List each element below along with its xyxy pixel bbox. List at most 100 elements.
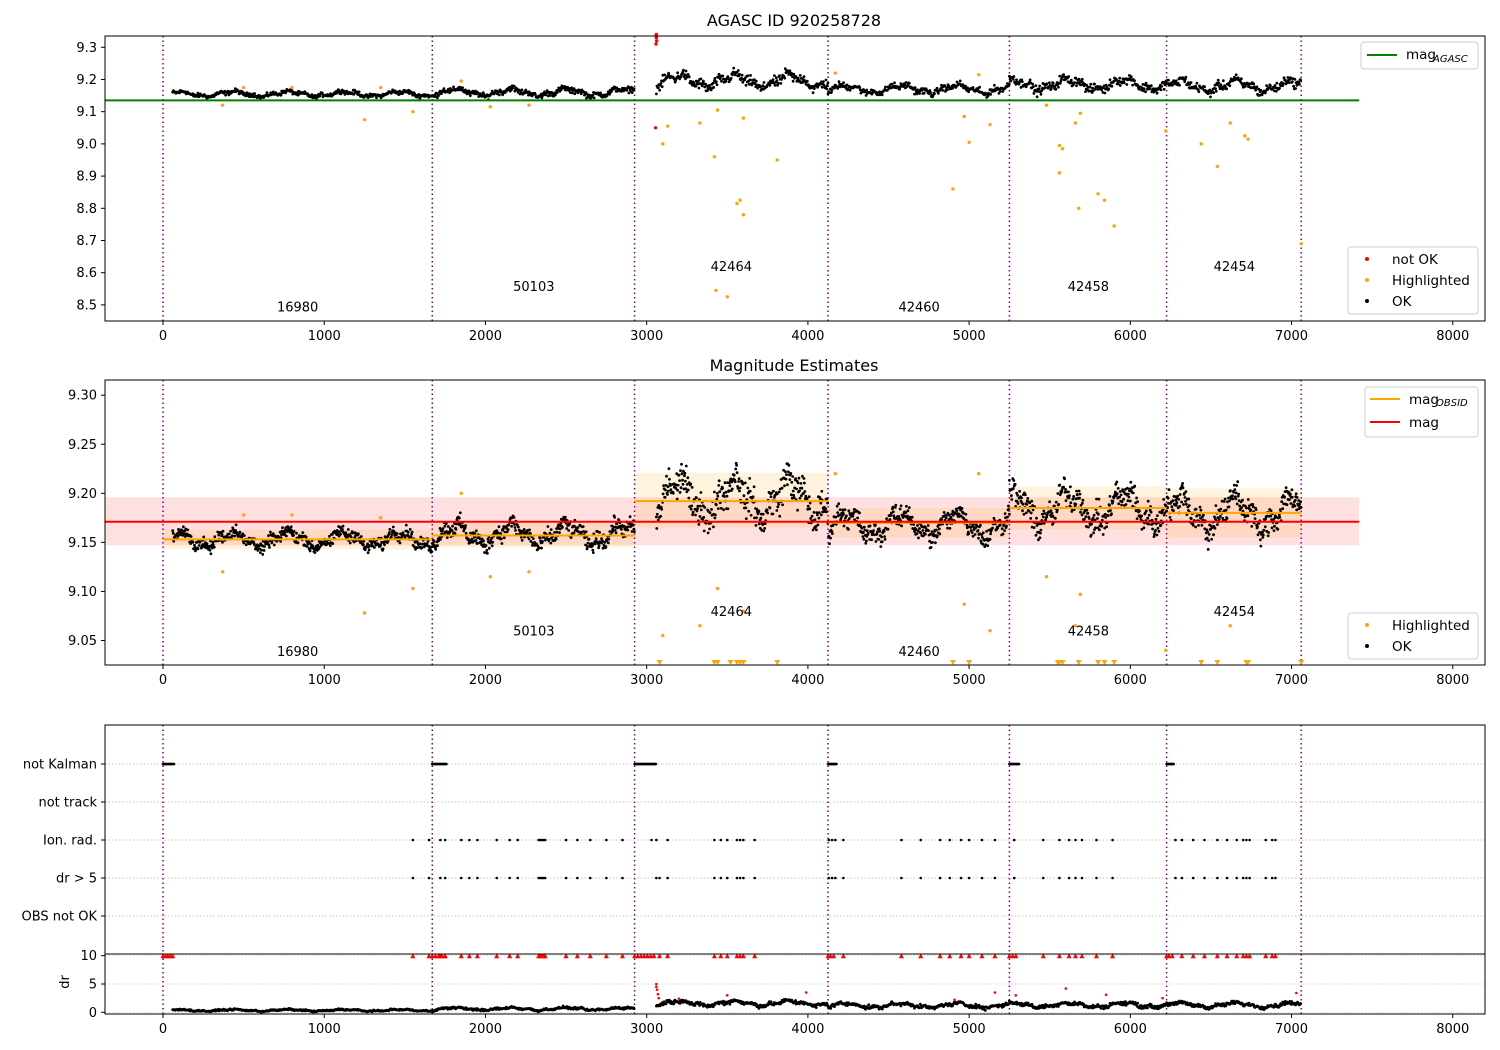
ok-point [1120,500,1124,503]
clipped-marker [740,660,747,665]
ok-point [716,494,720,498]
ok-point [845,514,848,518]
ok-point [279,536,283,540]
ok-point [830,89,834,92]
ok-point [1284,486,1288,489]
ok-point [872,533,876,536]
ok-point [1094,526,1097,530]
ok-point [1154,529,1157,532]
ok-point [679,75,683,79]
ok-point [762,81,766,84]
ok-point [240,535,244,539]
ok-point [779,478,783,481]
ok-point [1225,87,1228,91]
highlighted-point [833,471,838,476]
ok-point [937,527,941,531]
ok-point [695,509,699,513]
ok-point [172,539,176,543]
ok-point [986,94,990,98]
ok-point [988,538,992,541]
ok-point [1254,508,1258,511]
ok-point [667,467,671,471]
dr5-point [1180,876,1184,880]
ok-point [945,514,948,517]
ok-point [475,542,479,545]
ok-point [780,486,784,490]
ok-point [680,462,683,466]
ok-point [538,536,542,540]
ok-point [1231,494,1234,498]
ok-point [418,542,422,546]
ok-point [753,516,756,520]
ok-point [304,535,308,539]
ok-point [628,515,632,519]
ok-point [406,530,410,534]
ok-point [1259,538,1262,542]
ok-point [897,515,901,518]
ok-point [789,472,793,475]
ok-point [529,532,532,536]
ok-point [816,523,820,527]
ok-point [202,535,206,539]
dr5-point [1235,876,1239,880]
ok-point [561,526,564,529]
ok-point [815,511,819,515]
ok-point [490,536,494,540]
ok-point [196,547,200,551]
ok-point [482,93,486,96]
ok-point [662,484,665,487]
dr5-point [1174,876,1177,880]
ok-point [702,515,706,519]
ok-point [705,84,709,88]
ok-point [397,536,400,539]
ok-point [1212,91,1216,94]
highlighted-point [1199,142,1203,146]
ok-point [430,550,434,553]
ok-point [506,528,510,531]
ok-point [1118,490,1122,493]
ok-point [697,86,701,90]
ok-point [234,523,238,527]
ok-point [1144,81,1148,85]
ok-point [945,86,949,89]
ok-point [904,511,908,514]
ok-point [458,523,462,527]
obsid-label: 50103 [513,625,554,640]
ok-point [799,482,803,485]
ok-point [863,528,867,532]
ok-point [923,532,927,536]
legend-label-ok: OK [1392,294,1413,310]
ok-point [678,479,681,482]
middle-panel: Magnitude Estimates 16980501034246442460… [68,356,1486,688]
y-tick-label: 9.10 [68,585,97,600]
ok-point [1031,508,1035,512]
ok-point [825,510,828,514]
ok-point [283,531,287,535]
ok-point [458,511,462,515]
ok-point [584,530,588,534]
ok-point [1024,511,1028,515]
ok-point [1034,533,1038,537]
ok-point [596,542,600,545]
ok-point [1298,502,1301,506]
ok-point [1074,76,1078,80]
ok-point [446,525,450,528]
ok-point [1113,490,1117,494]
ok-point [689,507,693,511]
dr5-point [959,876,963,880]
ok-point [390,533,394,536]
ok-point [899,504,903,508]
ok-point [1007,82,1011,86]
ok-point [736,69,740,72]
ok-point [1213,515,1216,519]
ok-point [746,74,750,78]
ok-point [599,91,602,95]
ok-point [1062,73,1065,76]
dr5-point [1058,876,1061,880]
ok-point [1020,496,1023,500]
highlighted-point [411,109,415,114]
ok-point [853,518,856,521]
ok-point [676,71,679,75]
dr5-point [713,876,716,880]
ok-point [1258,531,1261,534]
